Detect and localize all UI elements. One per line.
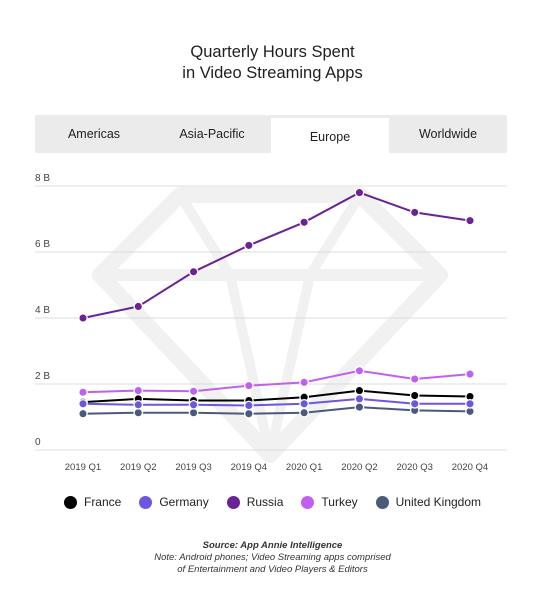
data-point[interactable]	[354, 402, 365, 412]
data-point[interactable]	[354, 394, 365, 404]
x-tick-label: 2019 Q1	[65, 462, 101, 473]
legend-item-germany[interactable]: Germany	[139, 495, 209, 509]
data-point[interactable]	[188, 407, 199, 418]
data-point[interactable]	[78, 398, 88, 409]
legend-swatch	[375, 495, 389, 509]
note-line-1: Note: Android phones; Video Streaming ap…	[154, 552, 391, 563]
data-point[interactable]	[354, 365, 365, 376]
legend-label: Russia	[246, 495, 284, 509]
legend-label: United Kingdom	[395, 495, 482, 509]
data-point[interactable]	[188, 266, 199, 277]
y-tick-label: 0	[35, 437, 41, 448]
x-tick-label: 2019 Q4	[231, 462, 267, 473]
legend-label: Germany	[159, 495, 209, 509]
x-tick-label: 2019 Q3	[175, 462, 211, 473]
source-text: Source: App Annie Intelligence	[202, 540, 343, 551]
data-point[interactable]	[409, 374, 420, 384]
tab-worldwide[interactable]: Worldwide	[418, 127, 478, 141]
legend: France Germany Russia Turkey United Kingdom	[0, 495, 545, 509]
chart-title-line-2: in Video Streaming Apps	[182, 64, 363, 82]
legend-swatch	[63, 495, 77, 509]
note-line-2: of Entertainment and Video Players & Edi…	[177, 564, 368, 575]
data-point[interactable]	[188, 386, 199, 397]
legend-item-united-kingdom[interactable]: United Kingdom	[375, 495, 482, 509]
data-point[interactable]	[188, 399, 199, 410]
data-point[interactable]	[299, 217, 309, 228]
x-tick-label: 2020 Q1	[286, 462, 322, 473]
x-axis-ticks: 2019 Q1 2019 Q2 2019 Q3 2019 Q4 2020 Q1 2020 …	[65, 462, 488, 473]
legend-item-turkey[interactable]: Turkey	[301, 495, 358, 509]
grid-lines	[35, 185, 507, 451]
legend-swatch	[139, 495, 153, 509]
legend-item-russia[interactable]: Russia	[226, 495, 284, 509]
data-point[interactable]	[465, 369, 475, 379]
legend-item-france[interactable]: France	[63, 495, 122, 509]
series-united-kingdom	[78, 402, 475, 419]
data-point[interactable]	[354, 187, 365, 198]
data-point[interactable]	[133, 407, 144, 418]
y-tick-label: 8 B	[35, 173, 50, 184]
series-russia	[78, 187, 475, 323]
data-point[interactable]	[354, 385, 365, 396]
data-point[interactable]	[299, 398, 309, 409]
tab-americas[interactable]: Americas	[67, 127, 121, 141]
chart-title: Quarterly Hours Spent in Video Streaming…	[0, 42, 545, 84]
data-point[interactable]	[133, 301, 144, 312]
legend-label: France	[83, 495, 122, 509]
data-point[interactable]	[299, 377, 309, 388]
data-point[interactable]	[409, 390, 420, 401]
data-point[interactable]	[133, 385, 144, 396]
data-point[interactable]	[465, 398, 475, 409]
legend-swatch	[226, 495, 240, 509]
data-point[interactable]	[78, 387, 88, 398]
tab-asia-pacific[interactable]: Asia-Pacific	[179, 127, 245, 141]
series-line	[82, 406, 471, 415]
y-tick-label: 6 B	[35, 239, 50, 250]
data-point[interactable]	[78, 408, 88, 419]
y-axis-ticks: 0 2 B 4 B 6 B 8 B	[35, 173, 50, 448]
region-tabs: Americas Asia-Pacific Europe Worldwide	[35, 115, 507, 156]
chart-title-line-1: Quarterly Hours Spent	[190, 43, 355, 61]
data-point[interactable]	[244, 240, 254, 251]
x-tick-label: 2020 Q2	[341, 462, 377, 473]
watermark-logo	[92, 187, 448, 463]
footer: Source: App Annie Intelligence Note: And…	[0, 540, 545, 576]
line-chart: 02 B4 B6 B8 B 2019 Q1 2019 Q2 2019 Q3 2019 …	[35, 173, 507, 473]
data-point[interactable]	[299, 407, 309, 418]
legend-swatch	[301, 495, 315, 509]
data-point[interactable]	[78, 313, 88, 323]
data-point[interactable]	[409, 207, 420, 218]
x-tick-label: 2020 Q3	[396, 462, 432, 473]
series-line	[82, 397, 470, 407]
data-series	[78, 187, 475, 419]
data-point[interactable]	[465, 215, 475, 226]
series-line	[82, 369, 471, 394]
data-point[interactable]	[244, 408, 254, 419]
data-point[interactable]	[244, 400, 254, 411]
legend-label: Turkey	[321, 495, 358, 509]
x-tick-label: 2020 Q4	[452, 462, 488, 473]
tab-europe[interactable]: Europe	[271, 118, 389, 156]
data-point[interactable]	[409, 398, 420, 409]
y-tick-label: 4 B	[35, 305, 50, 316]
series-line	[82, 389, 471, 404]
y-tick-label: 2 B	[35, 371, 50, 382]
series-turkey	[78, 365, 475, 398]
data-point[interactable]	[133, 399, 144, 410]
series-line	[82, 191, 471, 319]
x-tick-label: 2019 Q2	[120, 462, 156, 473]
data-point[interactable]	[244, 380, 254, 391]
series-france	[78, 385, 475, 407]
series-germany	[78, 394, 475, 411]
